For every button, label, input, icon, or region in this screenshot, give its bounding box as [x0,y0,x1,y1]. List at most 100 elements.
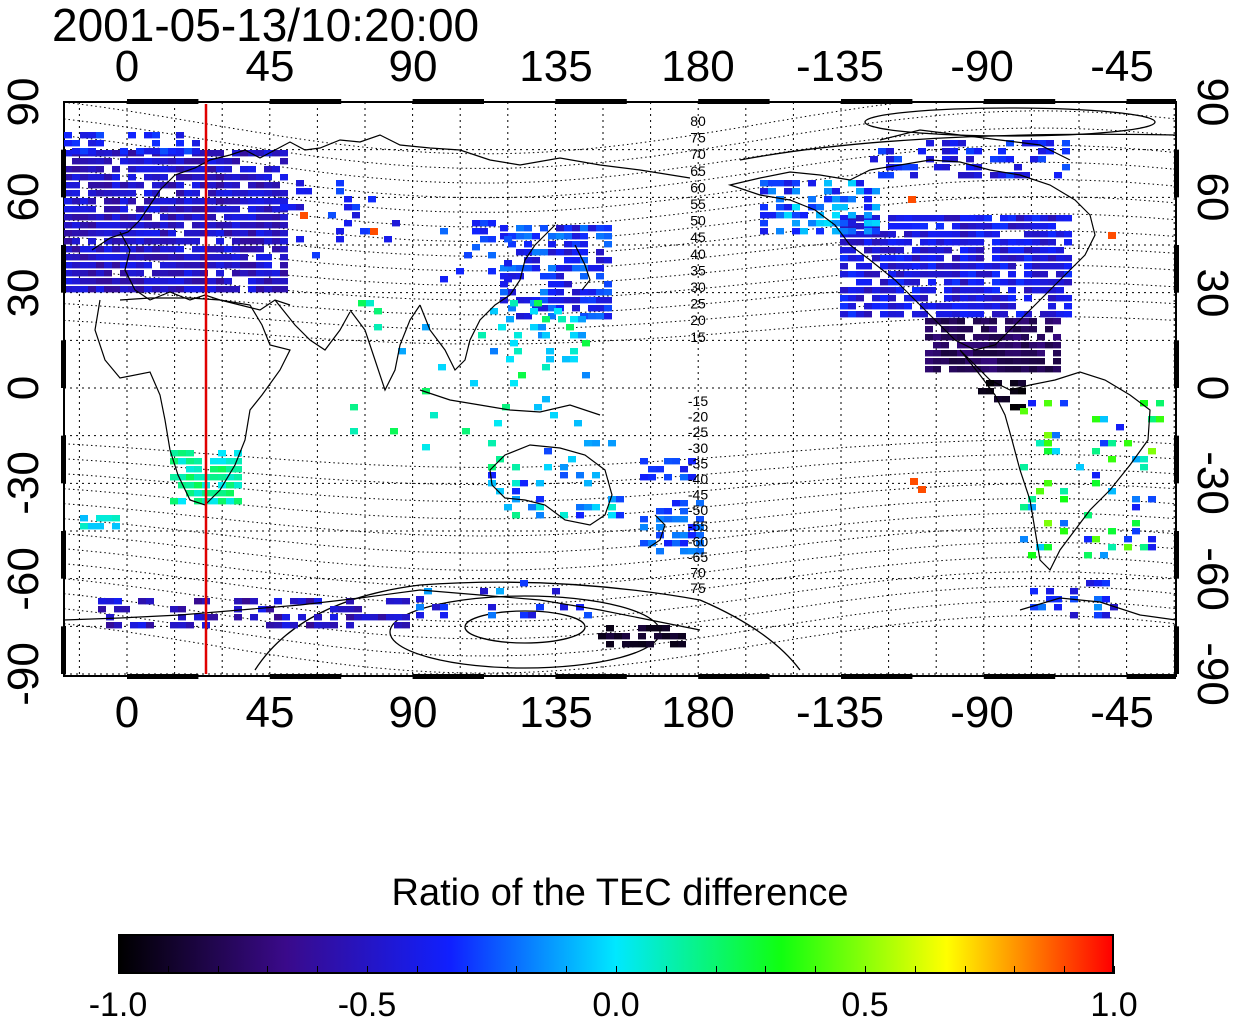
tec-cell [144,198,152,205]
tec-cell [160,238,168,245]
south-pole-contour [389,595,661,669]
tec-cell [146,598,154,605]
tec-cell [904,303,912,310]
tec-cell [344,196,352,203]
tec-cell [96,174,104,181]
tec-cell [888,279,896,286]
tec-cell [226,490,234,497]
tec-cell [957,326,965,333]
tec-cell [272,238,280,245]
tec-cell [965,342,973,349]
tec-cell [114,598,122,605]
tec-cell [296,180,304,187]
tec-cell [112,190,120,197]
tec-cell [936,255,944,262]
tec-cell [200,214,208,221]
tec-cell [768,188,776,195]
tec-cell [200,206,208,213]
colorbar-tick [466,966,468,974]
tec-cell [950,148,958,155]
tec-cell [960,311,968,318]
tec-cell [494,420,502,427]
tec-cell [538,324,546,331]
tec-cell [654,633,662,640]
tec-cell [224,222,232,229]
tec-cell [596,225,604,232]
tec-cell [330,622,338,629]
tec-cell [638,641,646,648]
tec-cell [264,286,272,293]
tec-cell [960,255,968,262]
tec-cell [864,220,872,227]
tec-cell [496,588,504,595]
tec-cell [1000,311,1008,318]
tec-cell [512,512,520,519]
tec-cell [496,488,504,495]
tec-cell [981,358,989,365]
top-lon-label: 180 [661,42,735,91]
tec-cell [72,158,80,165]
tec-cell [548,233,556,240]
tec-cell [536,512,544,519]
tec-cell [290,622,298,629]
tec-cell [1008,215,1016,222]
tec-cell [282,622,290,629]
left-lat-label: -30 [0,451,48,516]
tec-cell [96,140,104,147]
tec-cell [104,262,112,269]
tec-cell [256,246,264,253]
tec-cell [240,214,248,221]
tec-cell [973,334,981,341]
bottom-lon-label: -45 [1090,688,1154,737]
tec-cell [896,239,904,246]
tec-cell [136,286,144,293]
tec-cell [992,287,1000,294]
tec-cell [1054,172,1062,179]
tec-cell [542,332,550,339]
tec-cell [920,239,928,246]
tec-cell [840,271,848,278]
tec-cell [240,230,248,237]
tec-cell [120,148,128,155]
tec-cell [358,300,366,307]
tec-cell [152,278,160,285]
tec-cell [402,614,410,621]
tec-cell [872,271,880,278]
tec-cell [1028,552,1036,559]
tec-cell [216,182,224,189]
tec-cell [936,271,944,278]
tec-cell [106,598,114,605]
tec-cell [232,174,240,181]
tec-cell [194,466,202,473]
tec-cell [194,458,202,465]
tec-cell [210,466,218,473]
tec-cell [280,278,288,285]
tec-cell [304,188,312,195]
top-lon-label: 45 [245,42,295,91]
tec-cell [944,239,952,246]
tec-cell [1053,318,1061,325]
tec-cell [808,180,816,187]
tec-cell [122,606,130,613]
tec-cell [580,241,588,248]
tec-cell [226,498,234,505]
tec-cell [192,238,200,245]
tec-cell [808,204,816,211]
tec-cell [952,215,960,222]
contour-label: 60 [690,179,706,195]
tec-cell [992,223,1000,230]
tec-cell [582,372,590,379]
tec-cell [152,254,160,261]
tec-cell [864,212,872,219]
tec-cell [64,214,72,221]
tec-cell [240,222,248,229]
tec-cell [1037,366,1045,373]
tec-cell [112,166,120,173]
tec-cell [560,604,568,611]
tec-cell [840,287,848,294]
tec-cell [210,498,218,505]
axis-tick-bar [61,340,66,388]
tec-cell [1053,366,1061,373]
tec-cell [1032,279,1040,286]
tec-cell [1021,334,1029,341]
